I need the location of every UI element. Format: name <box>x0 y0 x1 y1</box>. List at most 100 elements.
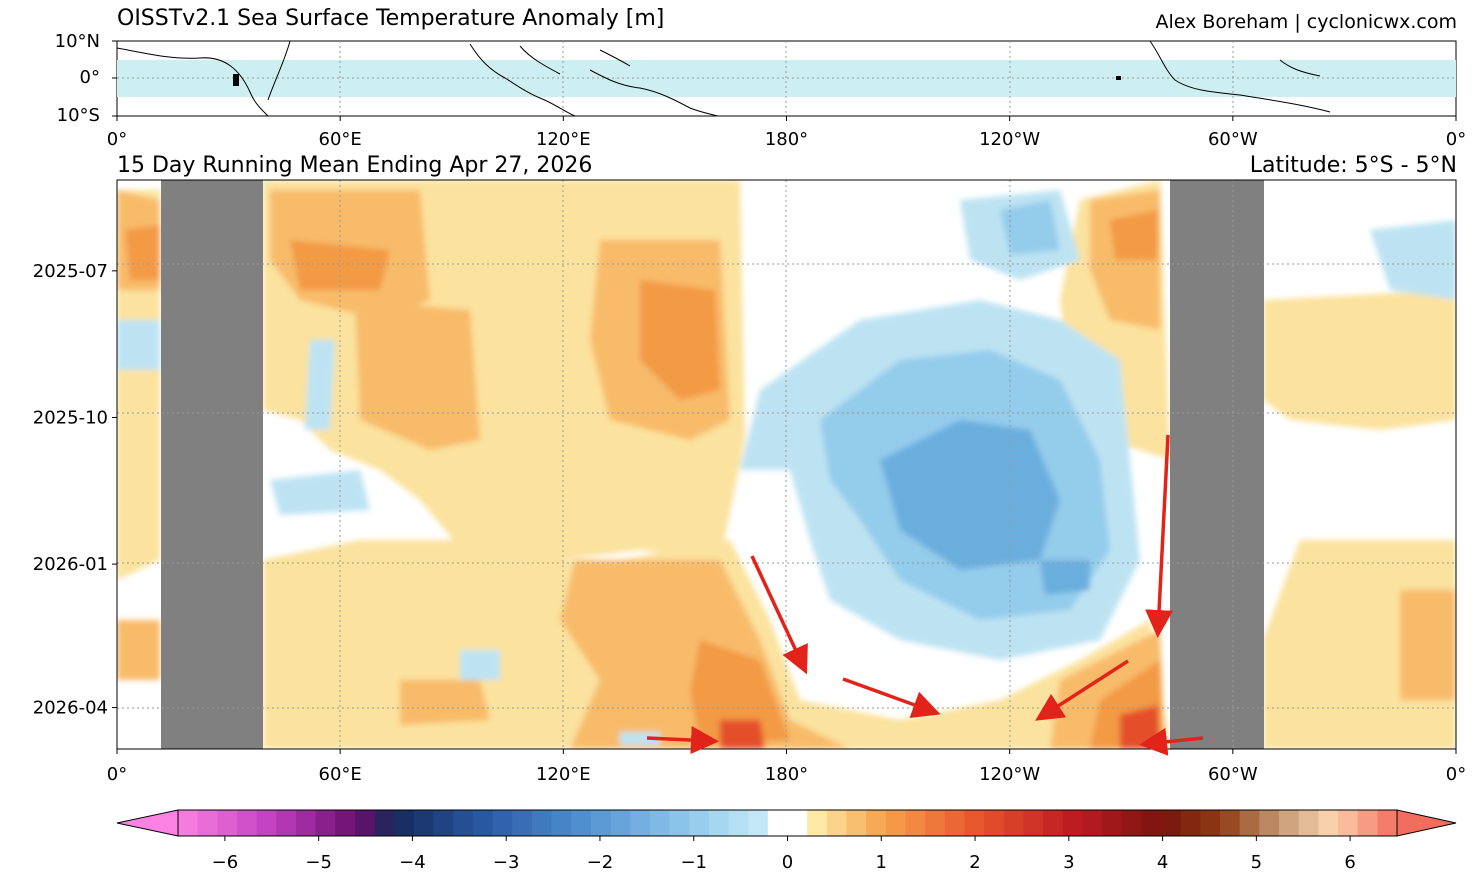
colorbar-cell <box>374 810 395 836</box>
colorbar-cell <box>236 810 258 836</box>
arrow-central-pacific <box>842 677 941 719</box>
x-tick-label: 120°W <box>979 129 1040 150</box>
colorbar-tick-label: 4 <box>1157 852 1168 873</box>
colorbar-cell <box>1161 810 1182 836</box>
colorbar-cell <box>433 810 454 836</box>
colorbar-tick-label: −4 <box>399 852 426 873</box>
x-tick-label: 180° <box>765 129 808 150</box>
colorbar-cell <box>472 810 494 836</box>
colorbar-cell <box>866 810 887 836</box>
colorbar-cell <box>1200 810 1221 836</box>
colorbar-cell <box>512 810 533 836</box>
locator-map <box>116 40 1457 117</box>
colorbar-cell <box>610 810 631 836</box>
arrow-dateline <box>750 555 808 675</box>
colorbar-tick-label: 3 <box>1063 852 1074 873</box>
lat-tick-10n: 10°N <box>54 31 100 52</box>
y-tick-label: 2025-10 <box>33 407 108 428</box>
colorbar-cell <box>885 810 907 836</box>
y-tick-label: 2025-07 <box>33 261 108 282</box>
latitude-label: Latitude: 5°S - 5°N <box>1249 153 1457 178</box>
colorbar-cell <box>1338 810 1359 836</box>
colorbar-extend-right <box>1396 809 1457 837</box>
colorbar-cell <box>1377 810 1398 836</box>
colorbar-cell <box>1082 810 1103 836</box>
colorbar-cell <box>748 810 769 836</box>
lat-tick-10s: 10°S <box>56 105 100 126</box>
island-marker <box>233 74 239 86</box>
colorbar-cell <box>728 810 749 836</box>
colorbar-extend-left <box>116 809 179 837</box>
colorbar-cell <box>649 810 671 836</box>
colorbar-cell <box>453 810 474 836</box>
colorbar-cell <box>1023 810 1044 836</box>
arrow-coast-left <box>1139 727 1204 756</box>
hovmoller-x-ticks: 0° 60°E 120°E 180° 120°W 60°W 0° <box>107 749 1466 785</box>
colorbar-tick-label: −6 <box>212 852 239 873</box>
colorbar-cell <box>1062 810 1084 836</box>
chart-subtitle: 15 Day Running Mean Ending Apr 27, 2026 <box>117 153 593 178</box>
colorbar: −6 −5 −4 −3 −2 −1 0 1 2 3 4 5 6 <box>116 809 1457 873</box>
colorbar-cell <box>905 810 926 836</box>
x-tick-label: 60°E <box>319 764 362 785</box>
colorbar-cell <box>787 810 808 836</box>
colorbar-cell <box>944 810 966 836</box>
cool-anomaly-strong <box>880 420 1090 595</box>
colorbar-cell <box>394 810 415 836</box>
colorbar-cell <box>178 810 199 836</box>
colorbar-cell <box>984 810 1005 836</box>
colorbar-cell <box>571 810 592 836</box>
colorbar-cell <box>1259 810 1280 836</box>
arrow-west-pacific <box>646 726 719 755</box>
land-mask-americas <box>1170 180 1264 749</box>
colorbar-cell <box>590 810 612 836</box>
colorbar-cell <box>1121 810 1143 836</box>
hovmoller-plot <box>116 179 1457 750</box>
colorbar-cell <box>826 810 848 836</box>
colorbar-cell <box>256 810 277 836</box>
annotation-arrows <box>646 434 1204 756</box>
colorbar-cell <box>217 810 238 836</box>
colorbar-cell <box>1357 810 1378 836</box>
colorbar-cell <box>708 810 730 836</box>
colorbar-cell <box>689 810 710 836</box>
colorbar-cell <box>276 810 297 836</box>
x-tick-label: 60°E <box>319 129 362 150</box>
colorbar-cell <box>630 810 651 836</box>
x-tick-label: 0° <box>1446 129 1466 150</box>
colorbar-cell <box>1180 810 1201 836</box>
arrow-coast-down <box>1145 434 1174 638</box>
colorbar-tick-label: 1 <box>876 852 887 873</box>
colorbar-cell <box>1102 810 1123 836</box>
colorbar-tick-label: 5 <box>1251 852 1262 873</box>
x-tick-label: 180° <box>765 764 808 785</box>
colorbar-cell <box>1043 810 1064 836</box>
colorbar-cell <box>1141 810 1162 836</box>
colorbar-tick-label: −1 <box>680 852 707 873</box>
x-tick-label: 120°W <box>979 764 1040 785</box>
colorbar-cell <box>531 810 553 836</box>
colorbar-cell <box>1318 810 1339 836</box>
x-tick-label: 60°W <box>1208 764 1258 785</box>
colorbar-cell <box>1298 810 1319 836</box>
locator-x-ticks: 0° 60°E 120°E 180° 120°W 60°W 0° <box>107 40 1466 150</box>
lat-tick-eq: 0° <box>79 67 100 88</box>
colorbar-cell <box>551 810 572 836</box>
x-tick-label: 120°E <box>536 129 591 150</box>
y-tick-label: 2026-04 <box>33 698 108 719</box>
colorbar-cell <box>1003 810 1025 836</box>
colorbar-cell <box>315 810 336 836</box>
colorbar-cell <box>197 810 218 836</box>
colorbar-tick-label: −5 <box>305 852 332 873</box>
colorbar-cell <box>925 810 946 836</box>
x-tick-label: 0° <box>107 764 127 785</box>
x-tick-label: 0° <box>1446 764 1466 785</box>
colorbar-cell <box>492 810 513 836</box>
colorbar-cell <box>335 810 356 836</box>
colorbar-cell <box>295 810 317 836</box>
colorbar-cell <box>1239 810 1260 836</box>
colorbar-cell <box>846 810 867 836</box>
x-tick-label: 0° <box>107 129 127 150</box>
colorbar-cell <box>964 810 985 836</box>
